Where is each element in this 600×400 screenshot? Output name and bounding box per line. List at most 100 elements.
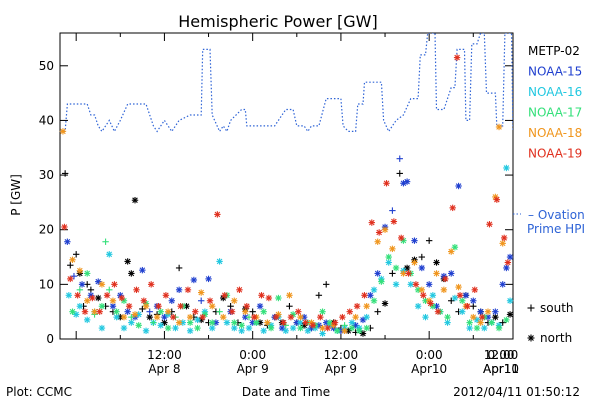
- data-point: [199, 313, 206, 321]
- data-point: [74, 292, 81, 299]
- data-point: [186, 319, 194, 326]
- data-point: [242, 308, 249, 315]
- x-tick-time-label: 12:00: [324, 348, 359, 362]
- data-point: [456, 292, 464, 299]
- data-point: [282, 327, 289, 335]
- data-point: [339, 313, 346, 321]
- data-point: [197, 289, 205, 296]
- data-point: [414, 303, 422, 310]
- data-point: [146, 313, 153, 321]
- data-point: [444, 319, 451, 326]
- data-point: [194, 324, 201, 332]
- data-point: [361, 292, 368, 299]
- data-point: [216, 308, 223, 315]
- x-tick-time-label: 0:00: [239, 348, 266, 362]
- data-point: [106, 251, 113, 258]
- y-axis: 0 10 20 30 40 50: [39, 59, 513, 346]
- legend-entry: NOAA-16: [528, 85, 582, 99]
- data-point: [192, 308, 199, 315]
- data-point: [275, 311, 282, 318]
- data-point: [81, 308, 89, 315]
- data-point: [420, 292, 427, 299]
- data-point: [392, 264, 400, 272]
- data-point: [374, 238, 381, 245]
- data-point: [147, 281, 155, 288]
- data-point: [205, 275, 212, 283]
- data-point: [504, 259, 512, 266]
- data-point: [109, 297, 117, 304]
- data-point: [470, 297, 477, 304]
- data-point: [297, 324, 304, 332]
- data-point: [492, 308, 499, 315]
- data-point: [161, 319, 168, 326]
- x-tick-date-label: Apr10: [411, 362, 447, 376]
- data-point: [245, 324, 253, 332]
- data-point: [359, 316, 367, 324]
- data-point: [287, 313, 295, 321]
- data-point: [209, 324, 216, 332]
- data-point: [142, 327, 150, 335]
- data-point: [231, 297, 238, 304]
- data-point: [466, 324, 473, 332]
- data-point: [427, 300, 434, 307]
- data-point: [175, 286, 183, 294]
- data-point: [486, 221, 493, 228]
- data-point: [317, 313, 324, 321]
- data-point: [411, 259, 418, 266]
- x-tick-date-label: Apr 8: [148, 362, 180, 376]
- data-point: [78, 281, 86, 288]
- data-point: [264, 319, 271, 326]
- legend-entry: METP-02: [528, 44, 580, 58]
- data-point: [102, 238, 109, 245]
- data-point: [418, 253, 426, 261]
- data-point: [76, 303, 84, 310]
- data-point: [341, 327, 348, 335]
- data-point: [265, 294, 273, 302]
- data-point: [84, 270, 91, 277]
- data-point: [206, 297, 214, 304]
- data-point: [374, 270, 381, 277]
- data-point: [238, 327, 245, 335]
- data-point: [139, 305, 146, 313]
- data-point: [243, 303, 250, 310]
- data-point: [381, 226, 389, 233]
- data-point: [61, 223, 68, 231]
- legend-entry: NOAA-15: [528, 65, 582, 79]
- data-point: [356, 327, 363, 335]
- data-point: [429, 292, 437, 299]
- data-point: [172, 324, 179, 332]
- data-point: [319, 308, 326, 315]
- x-tick-time-label: 0:00: [416, 348, 443, 362]
- data-point: [124, 308, 131, 315]
- data-point: [67, 262, 74, 269]
- data-point: [227, 303, 234, 310]
- x-tick-date-label: Apr10: [483, 362, 519, 376]
- ovation-legend-label: Prime HPI: [527, 222, 585, 236]
- data-point: [146, 308, 153, 315]
- data-point: [278, 324, 286, 332]
- data-point: [289, 324, 297, 332]
- data-point: [400, 270, 407, 277]
- data-point: [76, 267, 84, 274]
- plot-timestamp: 2012/04/11 01:50:12: [453, 385, 580, 399]
- data-point: [433, 259, 440, 266]
- data-points: [59, 54, 514, 337]
- data-point: [473, 324, 481, 332]
- data-point: [214, 211, 221, 218]
- data-point: [309, 322, 317, 329]
- data-point: [98, 281, 106, 288]
- data-point: [120, 313, 128, 321]
- data-point: [98, 303, 106, 310]
- data-point: [118, 294, 125, 302]
- data-point: [323, 281, 330, 288]
- data-point: [61, 170, 69, 177]
- data-point: [98, 324, 106, 332]
- x-axis-label: Date and Time: [242, 385, 330, 399]
- data-point: [500, 234, 508, 242]
- data-point: [157, 308, 164, 315]
- data-point: [503, 164, 510, 172]
- x-tick-time-label: 12:00: [147, 348, 182, 362]
- data-point: [170, 313, 177, 321]
